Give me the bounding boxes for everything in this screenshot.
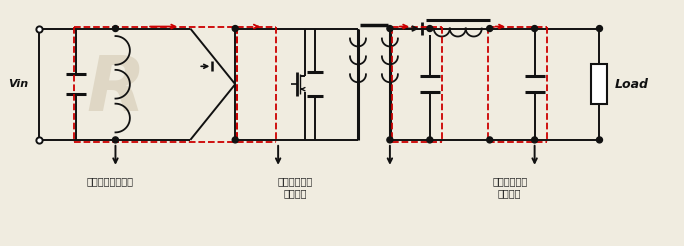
Text: （重点）: （重点） (498, 189, 521, 199)
Circle shape (487, 26, 492, 31)
Circle shape (427, 26, 433, 31)
Circle shape (427, 137, 433, 143)
Circle shape (112, 137, 118, 143)
Text: 输出整流环路: 输出整流环路 (492, 177, 527, 187)
Circle shape (233, 26, 238, 31)
Text: Vin: Vin (9, 79, 29, 89)
Text: Load: Load (614, 78, 648, 91)
Circle shape (596, 137, 603, 143)
Text: （重点）: （重点） (283, 189, 307, 199)
Circle shape (112, 26, 118, 31)
Circle shape (531, 26, 538, 31)
Text: 输入整流滤波环路: 输入整流滤波环路 (87, 177, 134, 187)
Circle shape (233, 137, 238, 143)
Circle shape (387, 26, 393, 31)
Text: 功率开关环路: 功率开关环路 (278, 177, 313, 187)
FancyBboxPatch shape (592, 64, 607, 104)
Circle shape (531, 137, 538, 143)
Circle shape (596, 26, 603, 31)
Text: R: R (86, 53, 145, 127)
Circle shape (387, 137, 393, 143)
Circle shape (487, 137, 492, 143)
